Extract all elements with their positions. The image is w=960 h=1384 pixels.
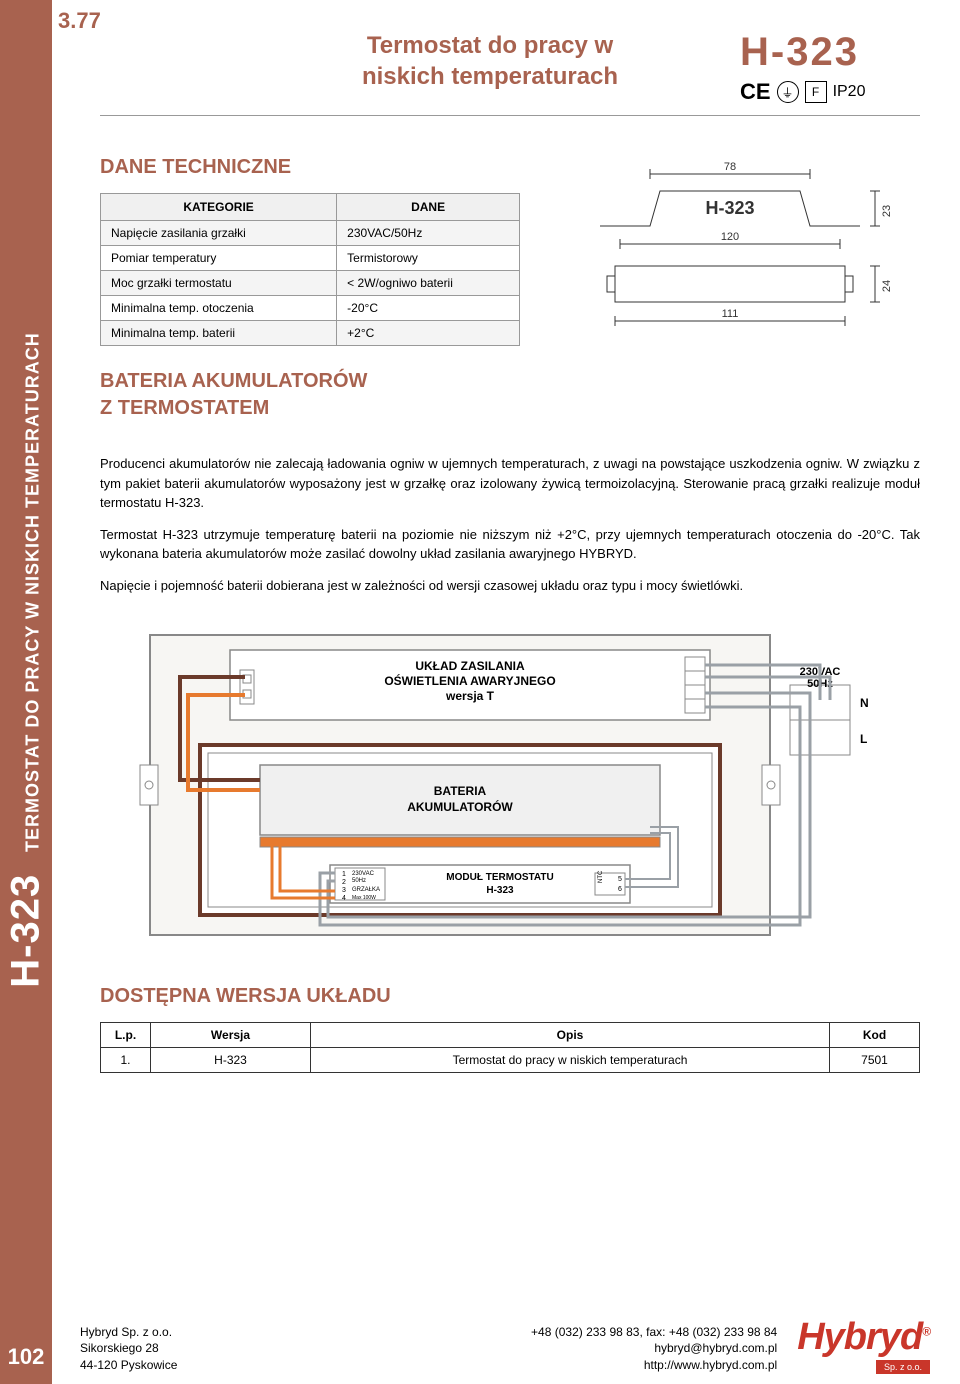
email: hybryd@hybryd.com.pl <box>177 1340 777 1357</box>
phone: +48 (032) 233 98 83, fax: +48 (032) 233 … <box>177 1324 777 1341</box>
footer-contact: +48 (032) 233 98 83, fax: +48 (032) 233 … <box>177 1324 777 1374</box>
table-row: Moc grzałki termostatu< 2W/ogniwo bateri… <box>101 271 520 296</box>
paragraph-3: Napięcie i pojemność baterii dobierana j… <box>100 576 920 596</box>
svg-text:24: 24 <box>881 280 893 292</box>
table-row: Minimalna temp. baterii+2°C <box>101 321 520 346</box>
wiring-diagram: UKŁAD ZASILANIA OŚWIETLENIA AWARYJNEGO w… <box>100 615 920 955</box>
footer-address: Hybryd Sp. z o.o. Sikorskiego 28 44-120 … <box>80 1324 177 1374</box>
ip-rating: IP20 <box>833 83 866 101</box>
svg-text:78: 78 <box>724 161 736 173</box>
title-line2: niskich temperaturach <box>240 61 740 92</box>
svg-text:2: 2 <box>342 879 346 886</box>
svg-text:230VAC: 230VAC <box>352 871 375 877</box>
svg-text:GRZAŁKA: GRZAŁKA <box>352 887 380 893</box>
svg-text:1: 1 <box>342 871 346 878</box>
svg-text:23: 23 <box>881 205 893 217</box>
footer: Hybryd Sp. z o.o. Sikorskiego 28 44-120 … <box>80 1316 930 1374</box>
website: http://www.hybryd.com.pl <box>177 1357 777 1374</box>
ground-icon: ⏚ <box>777 81 799 103</box>
page-number: 102 <box>0 1330 52 1384</box>
col-opis: Opis <box>311 1023 830 1048</box>
svg-text:wersja T: wersja T <box>445 689 495 703</box>
tech-heading: DANE TECHNICZNE <box>100 156 520 179</box>
sidebar-label: H-323 TERMOSTAT DO PRACY W NISKICH TEMPE… <box>4 332 49 987</box>
table-row: 1. H-323 Termostat do pracy w niskich te… <box>101 1048 920 1073</box>
svg-text:4: 4 <box>342 895 346 902</box>
spec-table: KATEGORIE DANE Napięcie zasilania grzałk… <box>100 193 520 346</box>
versions-heading: DOSTĘPNA WERSJA UKŁADU <box>100 985 920 1008</box>
header: Termostat do pracy w niskich temperatura… <box>100 30 920 105</box>
table-row: Pomiar temperaturyTermistorowy <box>101 246 520 271</box>
battery-heading-1: BATERIA AKUMULATORÓW <box>100 370 520 393</box>
company-name: Hybryd Sp. z o.o. <box>80 1324 177 1341</box>
paragraph-1: Producenci akumulatorów nie zalecają ład… <box>100 454 920 513</box>
dimension-drawing: 78 H-323 120 23 <box>560 156 900 361</box>
col-kod: Kod <box>830 1023 920 1048</box>
svg-text:111: 111 <box>722 308 739 320</box>
svg-text:L: L <box>860 732 867 746</box>
model-block: H-323 CE ⏚ F IP20 <box>740 30 920 105</box>
svg-text:5: 5 <box>618 876 622 883</box>
svg-text:BATERIA: BATERIA <box>434 784 487 798</box>
svg-text:6: 6 <box>618 886 622 893</box>
sidebar-desc: TERMOSTAT DO PRACY W NISKICH TEMPERATURA… <box>23 332 43 852</box>
svg-text:50Hz: 50Hz <box>352 878 366 884</box>
col-lp: L.p. <box>101 1023 151 1048</box>
section-number: 3.77 <box>52 0 107 42</box>
col-dane: DANE <box>337 194 520 221</box>
svg-text:N: N <box>860 696 869 710</box>
table-row: Minimalna temp. otoczenia-20°C <box>101 296 520 321</box>
svg-text:AKUMULATORÓW: AKUMULATORÓW <box>407 799 513 814</box>
svg-text:Max 100W: Max 100W <box>352 895 376 901</box>
divider <box>100 115 920 116</box>
ce-mark-icon: CE <box>740 79 771 105</box>
address-line2: 44-120 Pyskowice <box>80 1357 177 1374</box>
model-name: H-323 <box>740 30 920 75</box>
svg-text:NTC: NTC <box>598 870 604 883</box>
battery-heading-2: Z TERMOSTATEM <box>100 397 520 420</box>
paragraph-2: Termostat H-323 utrzymuje temperaturę ba… <box>100 525 920 564</box>
sidebar: H-323 TERMOSTAT DO PRACY W NISKICH TEMPE… <box>0 0 52 1330</box>
col-category: KATEGORIE <box>101 194 337 221</box>
svg-text:120: 120 <box>721 231 739 243</box>
cert-row: CE ⏚ F IP20 <box>740 79 920 105</box>
versions-table: L.p. Wersja Opis Kod 1. H-323 Termostat … <box>100 1022 920 1073</box>
logo-subtitle: Sp. z o.o. <box>876 1360 930 1374</box>
svg-text:OŚWIETLENIA AWARYJNEGO: OŚWIETLENIA AWARYJNEGO <box>384 673 555 688</box>
sidebar-model: H-323 <box>4 874 48 988</box>
svg-text:MODUŁ TERMOSTATU: MODUŁ TERMOSTATU <box>446 872 553 883</box>
table-row: Napięcie zasilania grzałki230VAC/50Hz <box>101 221 520 246</box>
f-mark-icon: F <box>805 81 827 103</box>
logo-text: Hybryd® <box>797 1316 930 1359</box>
svg-text:UKŁAD ZASILANIA: UKŁAD ZASILANIA <box>415 659 525 673</box>
svg-text:H-323: H-323 <box>486 885 514 896</box>
svg-text:H-323: H-323 <box>705 198 754 218</box>
title-line1: Termostat do pracy w <box>240 30 740 61</box>
svg-text:3: 3 <box>342 887 346 894</box>
logo: Hybryd® Sp. z o.o. <box>797 1316 930 1374</box>
address-line1: Sikorskiego 28 <box>80 1340 177 1357</box>
col-wersja: Wersja <box>151 1023 311 1048</box>
page-title: Termostat do pracy w niskich temperatura… <box>240 30 740 92</box>
